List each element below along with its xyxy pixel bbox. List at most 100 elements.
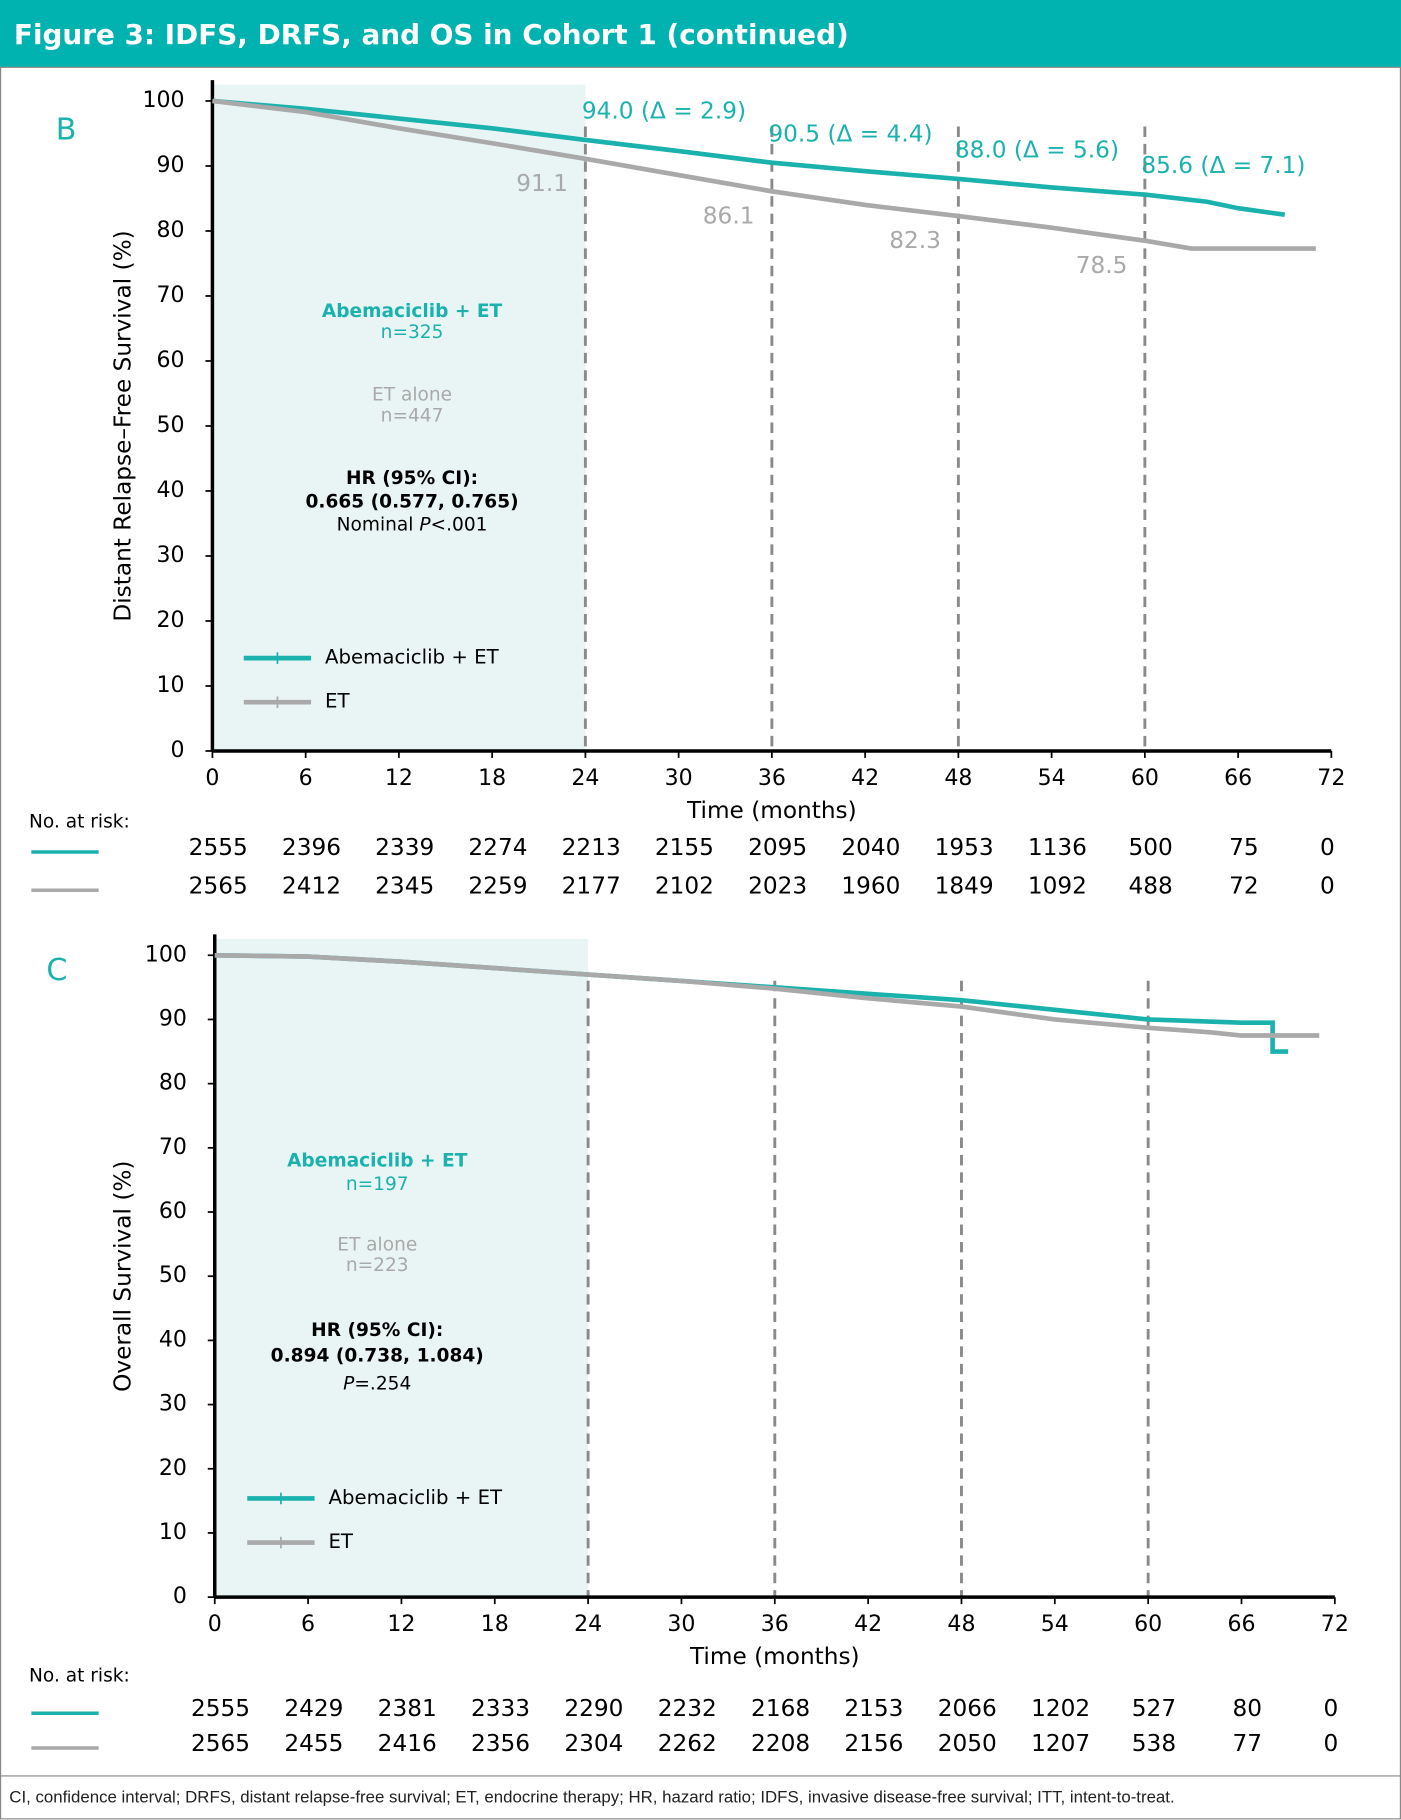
y-tick-label: 30 [157, 543, 185, 568]
risk-count: 538 [1132, 1730, 1176, 1757]
curve-label: 82.3 [889, 227, 941, 254]
risk-count: 1202 [1031, 1695, 1090, 1722]
risk-count: 2565 [189, 872, 248, 899]
legend-label: ET [328, 1530, 353, 1553]
y-tick-label: 0 [173, 1584, 187, 1609]
y-tick-label: 90 [157, 153, 185, 178]
risk-count: 2416 [378, 1730, 437, 1757]
risk-count: 2455 [284, 1730, 343, 1757]
x-tick-label: 30 [665, 766, 693, 791]
risk-count: 2213 [562, 834, 621, 861]
risk-count: 0 [1324, 1730, 1339, 1757]
risk-count: 2177 [562, 872, 621, 899]
y-axis-label: Distant Relapse–Free Survival (%) [110, 230, 137, 621]
x-tick-label: 48 [944, 766, 972, 791]
stats-text-part: P [419, 514, 431, 535]
risk-count: 2153 [844, 1695, 903, 1722]
stats-text-part: ET alone [372, 384, 452, 405]
x-tick-label: 36 [758, 766, 786, 791]
risk-count: 2396 [282, 834, 341, 861]
y-axis-label: Overall Survival (%) [110, 1161, 137, 1392]
x-tick-label: 54 [1038, 766, 1066, 791]
stats-text-part: P [343, 1373, 355, 1394]
y-tick-label: 90 [159, 1006, 187, 1031]
risk-count: 0 [1320, 872, 1335, 899]
stats-text: Abemaciclib + ET [322, 301, 503, 322]
risk-count: 2381 [378, 1695, 437, 1722]
risk-count: 2333 [471, 1695, 530, 1722]
stats-text: HR (95% CI): [346, 468, 478, 489]
x-tick-label: 60 [1131, 766, 1159, 791]
y-tick-label: 80 [159, 1071, 187, 1096]
stats-text: Abemaciclib + ET [287, 1150, 468, 1171]
legend-label: Abemaciclib + ET [328, 1486, 503, 1509]
risk-count: 2345 [375, 872, 434, 899]
risk-count: 2156 [844, 1730, 903, 1757]
x-tick-label: 72 [1317, 766, 1345, 791]
y-tick-label: 0 [171, 738, 185, 763]
survival-curve [214, 952, 1320, 1038]
risk-count: 1953 [935, 834, 994, 861]
stats-text-part: Nominal [337, 514, 420, 535]
risk-count: 1207 [1031, 1730, 1090, 1757]
stats-text: 0.894 (0.738, 1.084) [271, 1345, 484, 1366]
risk-count: 72 [1229, 872, 1259, 899]
panel-label: B [56, 113, 77, 148]
risk-count: 2155 [655, 834, 714, 861]
stats-text-part: n=223 [346, 1255, 409, 1276]
risk-count: 75 [1229, 834, 1259, 861]
risk-count: 2304 [564, 1730, 623, 1757]
risk-count: 2023 [748, 872, 807, 899]
curve-label: 94.0 (Δ = 2.9) [582, 98, 746, 125]
y-tick-label: 20 [157, 608, 185, 633]
title-bar [0, 0, 1401, 68]
x-tick-label: 6 [301, 1612, 315, 1637]
survival-curve [212, 98, 1286, 218]
x-tick-label: 60 [1134, 1612, 1162, 1637]
stats-text: n=447 [381, 405, 444, 426]
legend-label: Abemaciclib + ET [325, 646, 500, 669]
x-tick-label: 54 [1041, 1612, 1069, 1637]
y-tick-label: 100 [145, 942, 187, 967]
stats-text: P=.254 [343, 1373, 411, 1394]
risk-count: 2356 [471, 1730, 530, 1757]
stats-text-part: Abemaciclib + ET [287, 1150, 468, 1171]
stats-text: n=325 [381, 321, 444, 342]
stats-text-part: 0.665 (0.577, 0.765) [306, 491, 519, 512]
risk-count: 2095 [748, 834, 807, 861]
x-tick-label: 24 [571, 766, 599, 791]
stats-text: Nominal P<.001 [337, 514, 488, 535]
x-tick-label: 72 [1321, 1612, 1349, 1637]
risk-count: 2040 [841, 834, 900, 861]
x-tick-label: 48 [947, 1612, 975, 1637]
risk-count: 2050 [938, 1730, 997, 1757]
risk-label: No. at risk: [29, 1666, 130, 1687]
risk-count: 0 [1324, 1695, 1339, 1722]
risk-count: 1136 [1028, 834, 1087, 861]
stats-text-part: HR (95% CI): [346, 468, 478, 489]
x-tick-label: 66 [1227, 1612, 1255, 1637]
x-tick-label: 12 [387, 1612, 415, 1637]
panel-label: C [46, 953, 67, 988]
y-tick-label: 50 [159, 1263, 187, 1288]
x-tick-label: 0 [205, 766, 219, 791]
y-tick-label: 10 [157, 673, 185, 698]
stats-text-part: 0.894 (0.738, 1.084) [271, 1345, 484, 1366]
stats-text-part: <.001 [431, 514, 488, 535]
y-tick-label: 60 [157, 348, 185, 373]
stats-text-part: =.254 [354, 1373, 411, 1394]
risk-count: 2066 [938, 1695, 997, 1722]
stats-text-part: Abemaciclib + ET [322, 301, 503, 322]
stats-text-part: n=325 [381, 321, 444, 342]
stats-text-part: n=447 [381, 405, 444, 426]
y-tick-label: 30 [159, 1392, 187, 1417]
risk-count: 2259 [468, 872, 527, 899]
risk-count: 2290 [564, 1695, 623, 1722]
x-tick-label: 6 [299, 766, 313, 791]
risk-count: 2339 [375, 834, 434, 861]
risk-count: 1092 [1028, 872, 1087, 899]
stats-text: n=197 [346, 1173, 409, 1194]
y-tick-label: 70 [157, 283, 185, 308]
survival-curve [212, 98, 1316, 251]
